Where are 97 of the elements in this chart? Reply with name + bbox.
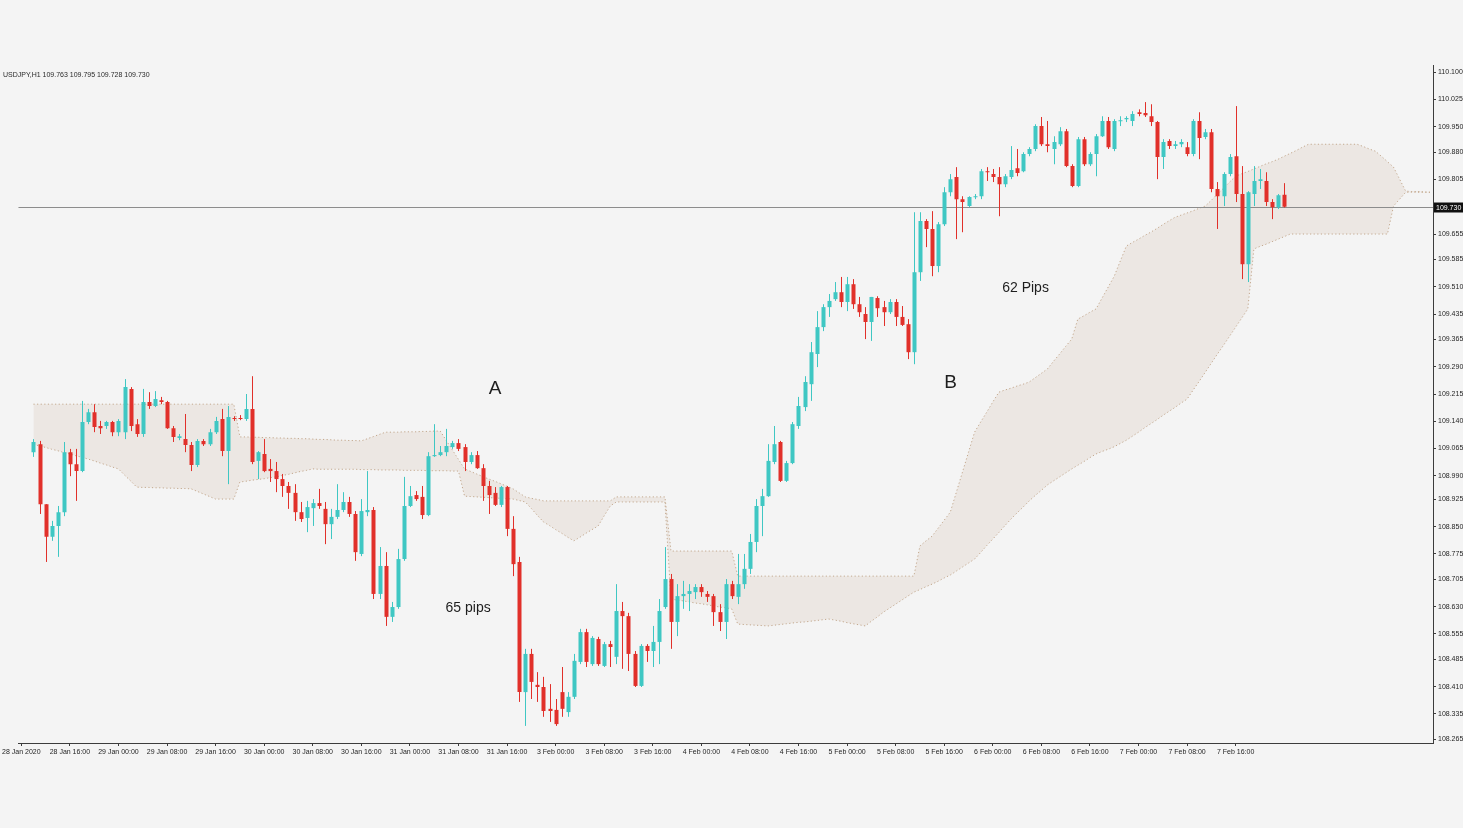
candlestick [323, 501, 328, 545]
candlestick [256, 450, 261, 480]
candlestick [1045, 120, 1050, 153]
candlestick [390, 601, 395, 623]
candlestick [444, 428, 449, 457]
candlestick [772, 425, 777, 465]
candlestick [329, 508, 334, 540]
candlestick [1258, 168, 1263, 190]
candlestick [420, 485, 425, 520]
candlestick [189, 441, 194, 472]
candlestick [1015, 148, 1020, 177]
candlestick [341, 491, 346, 513]
candlestick [1021, 151, 1026, 173]
candlestick [493, 486, 498, 507]
candlestick [566, 691, 571, 718]
candlestick [851, 278, 856, 310]
candlestick [554, 698, 559, 727]
candlestick [833, 281, 838, 302]
candlestick [541, 676, 546, 718]
candlestick [997, 166, 1002, 217]
candlestick [736, 553, 741, 605]
candlestick [1215, 181, 1220, 230]
candlestick [845, 276, 850, 312]
candlestick [299, 501, 304, 523]
candlestick [948, 173, 953, 197]
candlestick [894, 298, 899, 327]
candlestick [487, 480, 492, 515]
candlestick [1058, 126, 1063, 147]
candlestick [827, 293, 832, 318]
candlestick [924, 218, 929, 248]
candlestick [305, 500, 310, 533]
annotation: A [488, 377, 502, 399]
candlestick [875, 295, 880, 318]
candlestick [1100, 115, 1105, 138]
candlestick [760, 488, 765, 537]
candlestick [687, 583, 692, 612]
candlestick [481, 463, 486, 502]
candlestick [1222, 171, 1227, 207]
candlestick [1039, 116, 1044, 147]
candlestick [274, 461, 279, 493]
candlestick [742, 553, 747, 590]
candlestick [335, 483, 340, 520]
candlestick [262, 438, 267, 473]
candlestick [857, 296, 862, 318]
candlestick [784, 460, 789, 483]
candlestick [730, 580, 735, 600]
candlestick [620, 601, 625, 670]
candlestick [1118, 115, 1123, 127]
annotation: 65 pips [445, 598, 491, 615]
candlestick [286, 481, 291, 510]
candlestick [195, 438, 200, 468]
candlestick [863, 306, 868, 340]
candlestick [311, 498, 316, 527]
candlestick [1149, 103, 1154, 127]
candlestick [1033, 123, 1038, 152]
candlestick [1094, 133, 1099, 177]
candlestick [68, 448, 73, 477]
candlestick [560, 666, 565, 718]
candlestick [1282, 182, 1287, 209]
candlestick [718, 603, 723, 632]
candlestick [1052, 135, 1057, 165]
candlestick [985, 166, 990, 182]
candlestick [244, 393, 249, 422]
candlestick [900, 305, 905, 327]
candlestick [499, 485, 504, 508]
candlestick [1270, 198, 1275, 220]
candlestick [74, 448, 79, 502]
candlestick [1161, 138, 1166, 170]
candlestick [347, 496, 352, 518]
candlestick [796, 396, 801, 430]
candlestick [1252, 165, 1257, 207]
candlestick [954, 166, 959, 240]
candlestick [608, 640, 613, 668]
candlestick [317, 488, 322, 510]
candlestick [882, 300, 887, 327]
annotation: B [944, 371, 957, 393]
candlestick [960, 195, 965, 233]
candlestick [651, 625, 656, 668]
candlestick [463, 443, 468, 472]
candlestick [1228, 153, 1233, 177]
candlestick [183, 413, 188, 453]
candlestick [711, 593, 716, 627]
candlestick [1070, 163, 1075, 188]
candlestick [839, 276, 844, 308]
candlestick [1264, 171, 1269, 207]
candlestick [50, 520, 55, 542]
candlestick [432, 423, 437, 458]
candlestick [602, 641, 607, 668]
annotation: 62 Pips [1002, 278, 1049, 295]
candlestick [56, 505, 61, 558]
candlestick [280, 473, 285, 498]
candlestick [1197, 111, 1202, 160]
candlestick [92, 403, 97, 433]
candlestick [1009, 145, 1014, 180]
candlestick [821, 303, 826, 332]
candlestick [293, 483, 298, 522]
candlestick [408, 485, 413, 508]
